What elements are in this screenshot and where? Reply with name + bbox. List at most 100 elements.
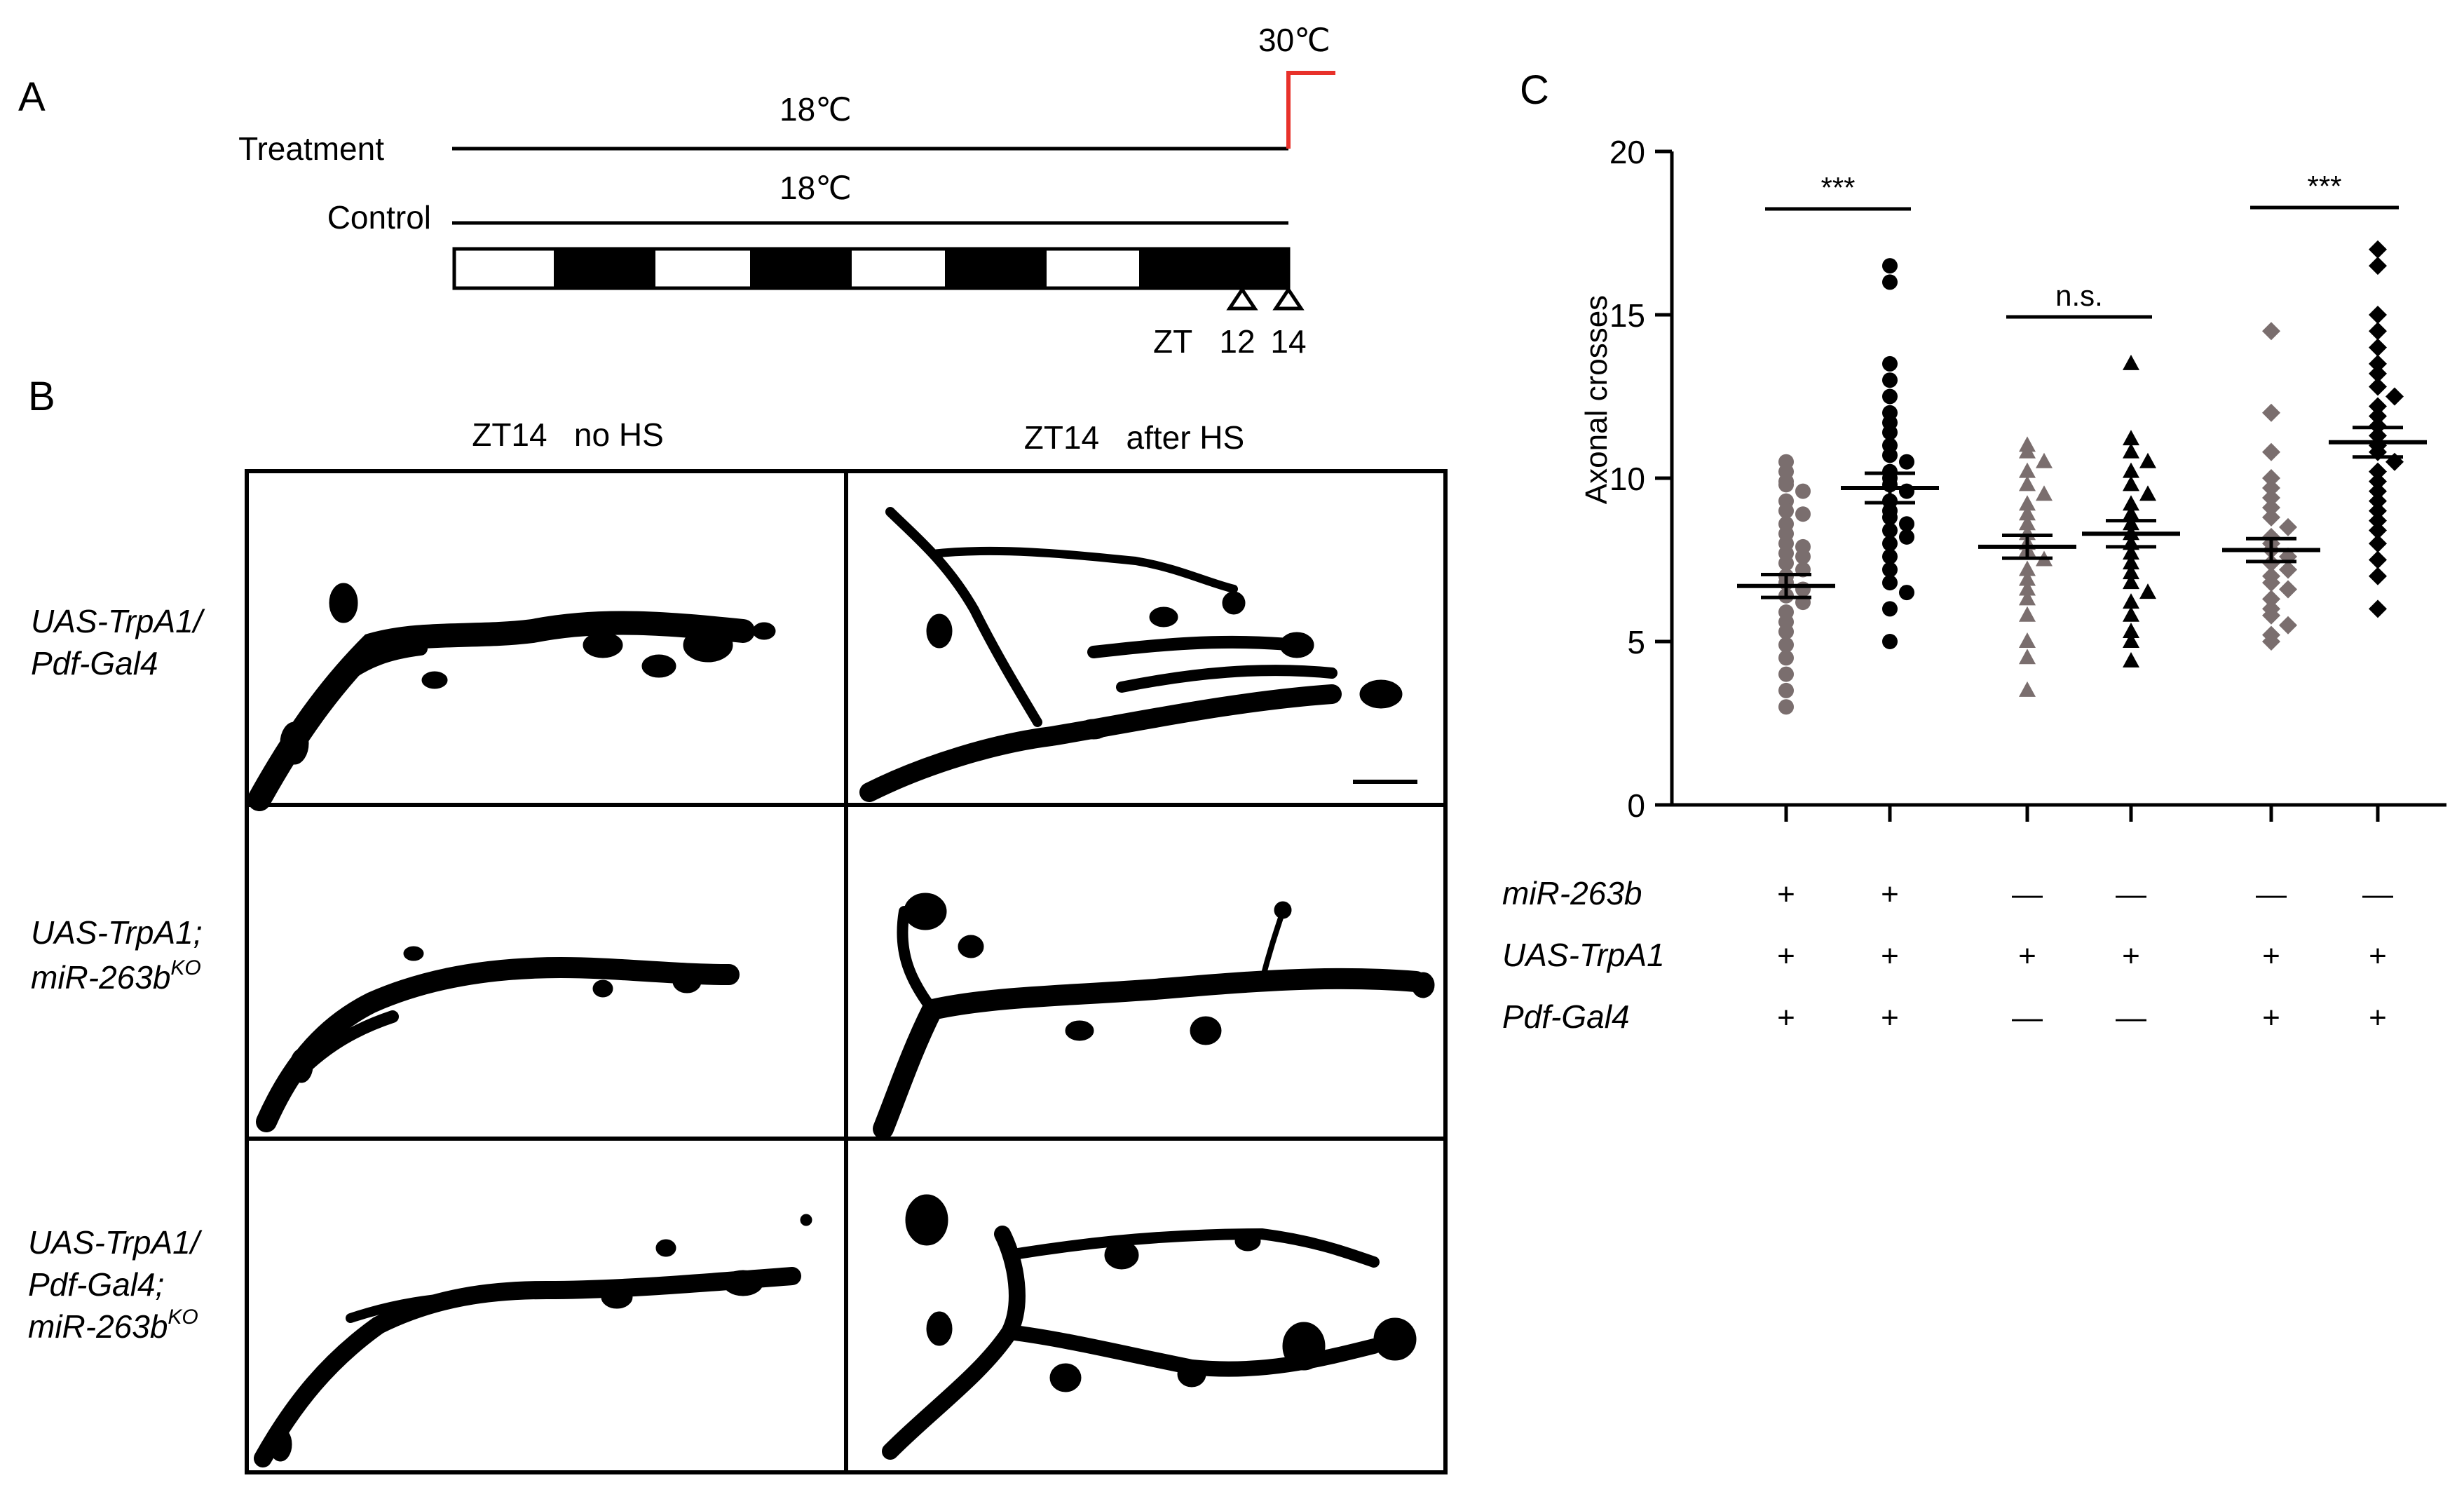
- genotype-table: miR-263b + + — — — — UAS-TrpA1 + + + + + + Pdf-Gal4 + + —…: [1502, 875, 2393, 1035]
- data-point: [1899, 585, 1914, 601]
- genotype-row-label: miR-263b: [1502, 875, 1642, 911]
- data-point: [2369, 599, 2387, 618]
- y-tick-label: 20: [1609, 134, 1645, 170]
- panel-a: A Treatment 18℃ 30℃ Control 18℃ ZT 12 14: [18, 22, 1335, 360]
- data-point: [2019, 462, 2036, 478]
- data-point: [2123, 442, 2139, 459]
- data-point: [2262, 498, 2280, 517]
- data-point: [2262, 469, 2280, 487]
- micrograph-row3-after-hs: [882, 1194, 1417, 1460]
- data-point: [2262, 488, 2280, 507]
- data-point: [1899, 454, 1914, 470]
- data-point: [1882, 562, 1898, 578]
- panel-b: B ZT14 no HS ZT14 after HS UAS-TrpA1/ Pd…: [28, 374, 1448, 1474]
- data-point: [2123, 354, 2139, 370]
- data-point: [2369, 567, 2387, 585]
- data-point: [1882, 536, 1898, 552]
- data-point: [2369, 534, 2387, 553]
- data-point: [1778, 503, 1794, 519]
- data-point: [2139, 583, 2156, 599]
- data-point: [2369, 364, 2387, 383]
- y-tick-label: 5: [1627, 624, 1645, 660]
- genotype-cell: —: [2116, 877, 2146, 911]
- data-point: [1778, 682, 1794, 698]
- dark-phase-block: [1139, 249, 1288, 288]
- data-point: [2019, 606, 2036, 622]
- zt14-label: 14: [1270, 323, 1306, 360]
- data-point: [2369, 322, 2387, 341]
- data-point: [2279, 616, 2297, 635]
- data-point: [1882, 509, 1898, 525]
- data-point: [2262, 590, 2280, 609]
- data-point: [1778, 666, 1794, 682]
- genotype-cell: +: [1777, 939, 1795, 973]
- data-point: [2123, 564, 2139, 580]
- data-point: [2036, 452, 2053, 468]
- micrograph-row3-no-hs: [254, 1214, 812, 1467]
- treatment-label: Treatment: [238, 130, 384, 167]
- scale-bar: [1353, 780, 1417, 784]
- data-point: [2123, 623, 2139, 639]
- significance-label: ***: [1820, 171, 1855, 204]
- panel-c: C Axonal crosses 0 5 10 15 20 *** n.s. *** miR-…: [1502, 67, 2446, 1035]
- data-point: [2369, 511, 2387, 530]
- data-point: [2369, 354, 2387, 373]
- genotype-cell: —: [2012, 1001, 2043, 1035]
- data-point: [2262, 632, 2280, 651]
- data-point: [2123, 475, 2139, 491]
- data-point: [1899, 516, 1914, 532]
- data-point: [2262, 574, 2280, 592]
- data-point: [2369, 377, 2387, 396]
- data-point: [1882, 548, 1898, 564]
- data-point: [1778, 473, 1794, 489]
- data-point: [1882, 634, 1898, 649]
- genotype-cell: +: [2369, 939, 2387, 973]
- data-point: [1778, 650, 1794, 666]
- data-point: [2369, 338, 2387, 357]
- row2-label-line1: UAS-TrpA1;: [31, 914, 203, 951]
- data-point: [1795, 483, 1811, 499]
- data-point: [1882, 424, 1898, 440]
- data-point: [2262, 478, 2280, 497]
- data-point: [1882, 447, 1898, 463]
- significance-label: n.s.: [2055, 279, 2103, 312]
- data-point: [2139, 485, 2156, 501]
- data-point: [2369, 550, 2387, 569]
- data-point: [2019, 649, 2036, 665]
- data-point: [2369, 257, 2387, 276]
- scatter-chart: 0 5 10 15 20 *** n.s. ***: [1609, 134, 2446, 824]
- data-point: [2369, 306, 2387, 324]
- data-point: [2369, 521, 2387, 540]
- genotype-cell: +: [2122, 939, 2140, 973]
- dark-phase-block: [554, 249, 655, 288]
- row1-label-line1: UAS-TrpA1/: [31, 603, 205, 639]
- data-point: [2139, 452, 2156, 468]
- micrograph-row2-after-hs: [873, 893, 1435, 1139]
- genotype-cell: +: [2262, 1001, 2280, 1035]
- panel-label-b: B: [28, 374, 55, 419]
- row3-label-line1: UAS-TrpA1/: [28, 1224, 203, 1261]
- data-point: [2262, 606, 2280, 625]
- data-point: [2036, 485, 2053, 501]
- data-point: [2369, 240, 2387, 259]
- genotype-cell: —: [2362, 877, 2393, 911]
- data-point: [2019, 560, 2036, 576]
- data-point: [2369, 472, 2387, 491]
- data-point: [2019, 442, 2036, 459]
- zt12-marker-icon: [1226, 286, 1258, 311]
- panel-label-a: A: [18, 74, 46, 120]
- genotype-cell: +: [1881, 1001, 1899, 1035]
- data-point: [1778, 699, 1794, 715]
- data-point: [2369, 482, 2387, 501]
- data-point: [2123, 462, 2139, 478]
- data-point: [1882, 372, 1898, 388]
- data-point: [2019, 590, 2036, 606]
- genotype-cell: +: [1777, 877, 1795, 911]
- data-point: [2262, 403, 2280, 422]
- col-header-after-hs: ZT14 after HS: [1024, 419, 1244, 456]
- data-point: [2262, 322, 2280, 341]
- genotype-cell: +: [2262, 939, 2280, 973]
- y-tick-label: 10: [1609, 461, 1645, 497]
- data-point: [2019, 632, 2036, 648]
- data-point: [2019, 570, 2036, 586]
